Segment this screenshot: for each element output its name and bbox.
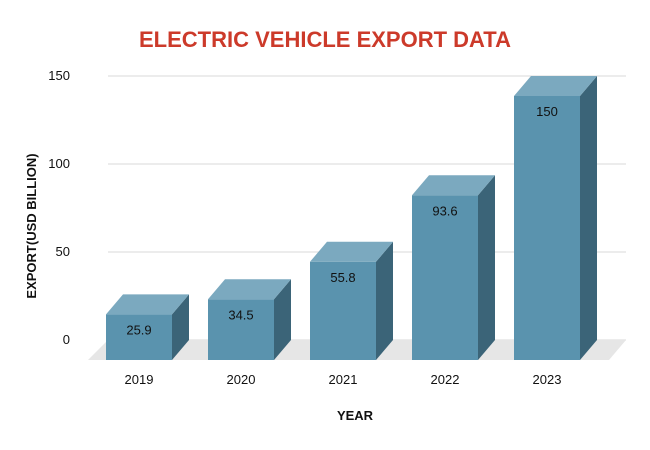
bar-top bbox=[208, 279, 291, 300]
bar-side bbox=[172, 294, 189, 360]
bar bbox=[514, 96, 580, 360]
bar-group: 34.5 bbox=[208, 279, 291, 360]
x-axis-ticks: 2019 2020 2021 2022 2023 bbox=[125, 372, 562, 387]
y-tick-label: 0 bbox=[63, 332, 70, 347]
data-label: 25.9 bbox=[126, 322, 151, 337]
bar-group: 25.9 bbox=[106, 294, 189, 360]
bar-top bbox=[310, 241, 393, 262]
data-label: 34.5 bbox=[228, 307, 253, 322]
chart-title: ELECTRIC VEHICLE EXPORT DATA bbox=[139, 27, 511, 52]
bar-top bbox=[514, 76, 597, 96]
bar-side bbox=[580, 76, 597, 360]
bar bbox=[208, 299, 274, 360]
x-tick-label: 2019 bbox=[125, 372, 154, 387]
data-label: 93.6 bbox=[432, 203, 457, 218]
x-axis-title: YEAR bbox=[337, 408, 374, 423]
bar-side bbox=[478, 175, 495, 360]
x-tick-label: 2022 bbox=[431, 372, 460, 387]
bar bbox=[106, 314, 172, 360]
y-tick-label: 50 bbox=[56, 244, 70, 259]
data-label: 55.8 bbox=[330, 270, 355, 285]
bar-top bbox=[106, 294, 189, 315]
x-tick-label: 2023 bbox=[533, 372, 562, 387]
y-tick-label: 150 bbox=[48, 68, 70, 83]
bar-side bbox=[274, 279, 291, 360]
y-axis-ticks: 0 50 100 150 bbox=[48, 68, 70, 347]
bar bbox=[310, 261, 376, 360]
y-axis-title: EXPORT(USD BILLION) bbox=[24, 153, 39, 298]
bar bbox=[412, 195, 478, 360]
bar-group: 150 bbox=[514, 76, 597, 360]
bars: 25.9 34.5 55.8 93.6 150 bbox=[106, 76, 597, 360]
x-tick-label: 2021 bbox=[329, 372, 358, 387]
bar-group: 93.6 bbox=[412, 175, 495, 360]
bar-side bbox=[376, 241, 393, 360]
bar-top bbox=[412, 175, 495, 196]
bar-group: 55.8 bbox=[310, 241, 393, 360]
data-label: 150 bbox=[536, 104, 558, 119]
y-tick-label: 100 bbox=[48, 156, 70, 171]
x-tick-label: 2020 bbox=[227, 372, 256, 387]
